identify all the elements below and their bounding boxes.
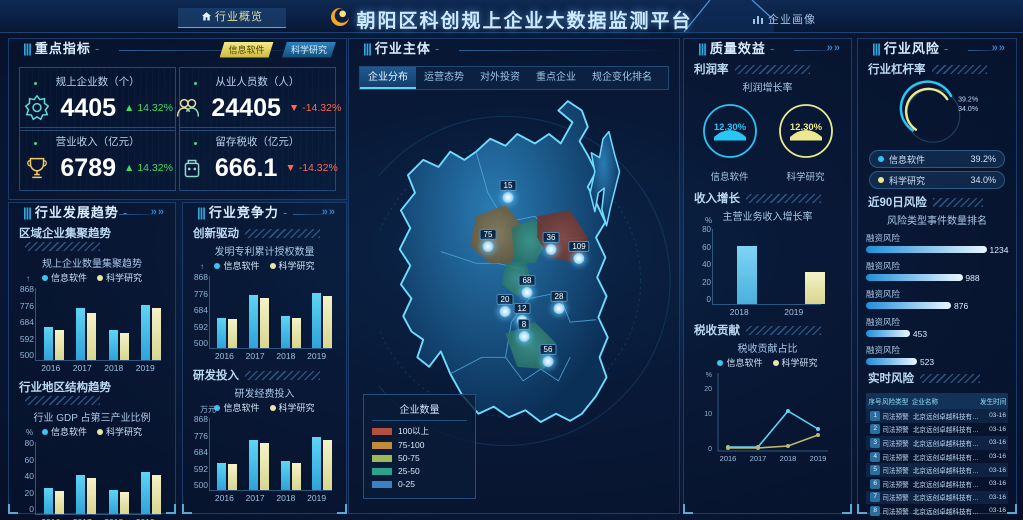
svg-text:20: 20	[704, 386, 712, 393]
svg-text:%: %	[706, 372, 712, 379]
svg-text:39.2%: 39.2%	[958, 96, 978, 103]
svg-text:12.30%: 12.30%	[713, 122, 746, 133]
svg-text:12.30%: 12.30%	[789, 122, 822, 133]
svg-text:2016: 2016	[720, 454, 737, 463]
svg-text:2019: 2019	[810, 454, 827, 463]
svg-text:2018: 2018	[780, 454, 797, 463]
svg-text:34.0%: 34.0%	[958, 106, 978, 113]
svg-text:0: 0	[708, 446, 712, 453]
svg-text:10: 10	[704, 411, 712, 418]
svg-text:2017: 2017	[750, 454, 767, 463]
